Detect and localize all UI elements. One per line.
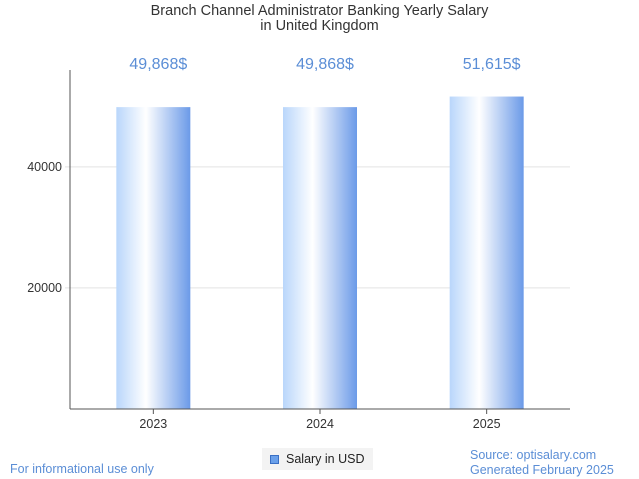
- source-info: Source: optisalary.com Generated Februar…: [470, 448, 614, 478]
- bar-2024: [283, 107, 357, 410]
- data-label: 49,868$: [129, 56, 187, 73]
- bar-2023: [116, 107, 191, 410]
- bars: [116, 96, 524, 410]
- generated-text: Generated February 2025: [470, 463, 614, 477]
- x-tick-label: 2024: [306, 417, 334, 431]
- x-tick-label: 2023: [139, 417, 167, 431]
- data-label: 51,615$: [463, 56, 521, 73]
- labels: 20000 40000 2023 49,868$ 2024 49,868$ 2025 51,6…: [27, 56, 520, 431]
- legend-swatch: [270, 454, 279, 464]
- y-tick-label: 40000: [27, 160, 62, 174]
- bar-2025: [449, 96, 524, 409]
- x-tick-label: 2025: [473, 417, 501, 431]
- data-label: 49,868$: [296, 56, 354, 73]
- disclaimer-text: For informational use only: [10, 462, 154, 476]
- legend[interactable]: Salary in USD: [262, 448, 373, 470]
- chart-title-line-2: in United Kingdom: [260, 18, 379, 34]
- y-tick-label: 20000: [27, 281, 62, 295]
- source-text: Source: optisalary.com: [470, 448, 597, 462]
- chart-title-line-1: Branch Channel Administrator Banking Yea…: [150, 3, 489, 19]
- chart-title: Branch Channel Administrator Banking Yea…: [0, 4, 639, 34]
- axes: [69, 70, 570, 414]
- legend-label: Salary in USD: [286, 452, 365, 466]
